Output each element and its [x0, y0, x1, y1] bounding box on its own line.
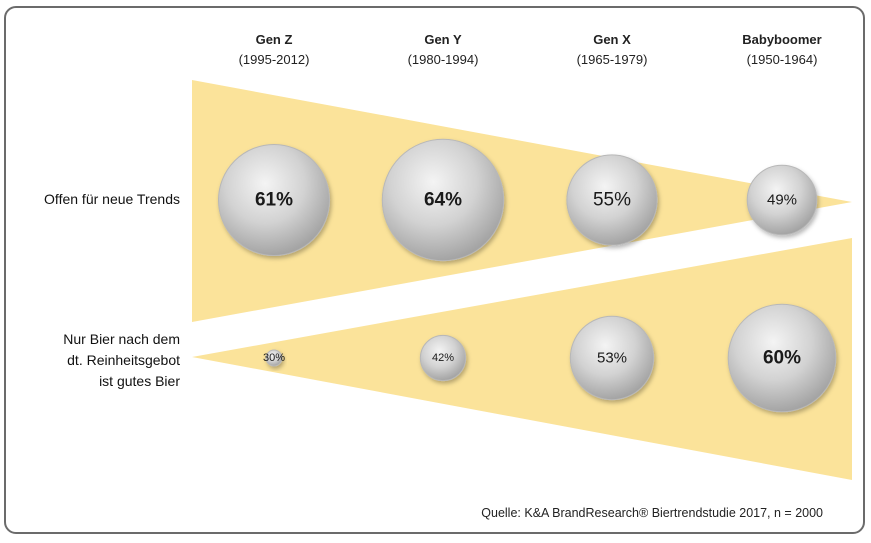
bubble-trends-0 [217, 143, 331, 257]
bubble-label-trends-2: 55% [593, 190, 631, 211]
bubble-reinheitsgebot-1 [419, 334, 467, 382]
bubble-trends-1 [381, 138, 505, 262]
bubble-reinheitsgebot-0 [265, 349, 283, 367]
bubble-trends-2 [566, 154, 658, 246]
row-label-reinheitsgebot-line-2: dt. Reinheitsgebot [67, 352, 180, 368]
bubble-label-trends-0: 61% [255, 190, 293, 211]
row-label-trends-line-1: Offen für neue Trends [44, 191, 180, 207]
source-note: Quelle: K&A BrandResearch® Biertrendstud… [481, 506, 823, 520]
col-range-gen-x: (1965-1979) [576, 52, 648, 67]
col-header-gen-x: Gen X [593, 32, 631, 47]
bubble-trends-3 [746, 164, 818, 236]
col-range-gen-y: (1980-1994) [407, 52, 479, 67]
col-header-babyboomer: Babyboomer [742, 32, 822, 47]
wedge-bottom-series [192, 238, 852, 480]
bubble-reinheitsgebot-2 [569, 315, 655, 401]
bubble-label-trends-3: 49% [767, 192, 797, 209]
chart-frame [4, 6, 865, 534]
row-label-reinheitsgebot-line-1: Nur Bier nach dem [63, 331, 180, 347]
bubble-label-reinheitsgebot-1: 42% [432, 352, 454, 364]
bubble-label-trends-1: 64% [424, 190, 462, 211]
wedge-top-series [192, 80, 852, 322]
col-range-gen-z: (1995-2012) [238, 52, 310, 67]
row-label-reinheitsgebot-line-3: ist gutes Bier [99, 373, 180, 389]
bubble-label-reinheitsgebot-0: 30% [263, 352, 285, 364]
col-header-gen-y: Gen Y [424, 32, 462, 47]
col-header-gen-z: Gen Z [255, 32, 293, 47]
row-label-reinheitsgebot: Nur Bier nach dem dt. Reinheitsgebot ist… [10, 329, 180, 392]
col-range-babyboomer: (1950-1964) [746, 52, 818, 67]
bubble-label-reinheitsgebot-3: 60% [763, 348, 801, 369]
row-label-trends: Offen für neue Trends [10, 189, 180, 210]
bubble-label-reinheitsgebot-2: 53% [597, 350, 627, 367]
bubble-reinheitsgebot-3 [727, 303, 837, 413]
